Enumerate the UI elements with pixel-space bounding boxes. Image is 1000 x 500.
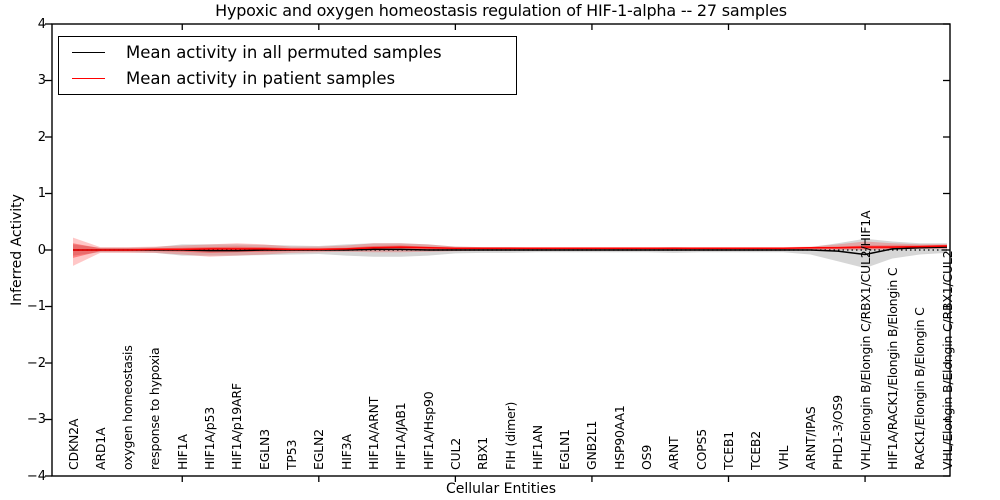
x-category-label: COPS5 bbox=[693, 429, 709, 470]
y-tick-label: −1 bbox=[26, 299, 46, 314]
y-tick-label: −3 bbox=[26, 412, 46, 427]
x-category-label: oxygen homeostasis bbox=[120, 345, 136, 470]
x-category-label: VHL/Elongin B/Elongin C/RBX1/CUL2 bbox=[939, 250, 955, 470]
y-tick-label: −2 bbox=[26, 355, 46, 371]
patient-samples-range-band bbox=[73, 237, 947, 266]
x-category-label: TP53 bbox=[284, 439, 299, 470]
x-category-label: HIF1A bbox=[174, 434, 190, 470]
x-category-label: EGLN2 bbox=[311, 429, 327, 470]
y-tick-label: 4 bbox=[37, 16, 46, 32]
legend-label: Mean activity in all permuted samples bbox=[126, 43, 442, 63]
y-tick-label: −4 bbox=[26, 468, 46, 484]
patient-mean-line bbox=[73, 245, 948, 251]
x-category-label: HIF1AN bbox=[529, 425, 545, 470]
x-category-label: ARNT/IPAS bbox=[802, 406, 818, 470]
x-category-label: CUL2 bbox=[447, 438, 463, 470]
y-tick-label: 3 bbox=[37, 73, 46, 88]
x-category-label: VHL bbox=[775, 445, 791, 470]
legend-entry-permuted: Mean activity in all permuted samples bbox=[72, 41, 516, 65]
x-category-label: HIF1A/p19ARF bbox=[229, 383, 245, 470]
x-category-label: PHD1-3/OS9 bbox=[830, 395, 846, 470]
x-category-label: HIF1A/ARNT bbox=[365, 396, 381, 470]
x-category-label: ARD1A bbox=[92, 427, 108, 470]
legend: Mean activity in all permuted samples Me… bbox=[58, 36, 517, 95]
x-category-label: HIF3A bbox=[338, 434, 354, 470]
legend-label: Mean activity in patient samples bbox=[126, 68, 396, 88]
x-category-label: HIF1A/p53 bbox=[202, 406, 218, 470]
x-category-label: VHL/Elongin B/Elongin C/RBX1/CUL2/HIF1A bbox=[857, 210, 873, 470]
x-category-label: response to hypoxia bbox=[147, 347, 163, 470]
x-category-label: GNB2L1 bbox=[584, 420, 600, 470]
x-category-label: EGLN1 bbox=[557, 429, 573, 470]
permuted-mean-line bbox=[73, 246, 948, 256]
x-category-label: HIF1A/JAB1 bbox=[393, 402, 409, 470]
x-category-label: EGLN3 bbox=[256, 429, 272, 470]
x-category-label: RACK1/Elongin B/Elongin C bbox=[912, 307, 928, 470]
x-category-label: TCEB2 bbox=[748, 430, 764, 470]
x-category-label: TCEB1 bbox=[721, 430, 736, 470]
black-line-swatch-icon bbox=[72, 52, 105, 54]
y-tick-label: 1 bbox=[37, 186, 46, 201]
x-category-label: FIH (dimer) bbox=[502, 401, 518, 470]
x-category-label: OS9 bbox=[639, 444, 655, 470]
x-category-label: HIF1A/Hsp90 bbox=[420, 391, 436, 470]
chart-title: Hypoxic and oxygen homeostasis regulatio… bbox=[215, 1, 787, 20]
y-tick-label: 0 bbox=[37, 242, 46, 258]
x-category-label: RBX1 bbox=[475, 437, 491, 470]
x-category-label: HIF1A/RACK1/Elongin B/Elongin C bbox=[884, 267, 900, 470]
x-category-label: HSP90AA1 bbox=[611, 405, 627, 470]
x-axis-label: Cellular Entities bbox=[445, 481, 557, 497]
x-category-label: CDKN2A bbox=[65, 418, 81, 470]
y-tick-label: 2 bbox=[37, 129, 46, 145]
red-line-swatch-icon bbox=[72, 77, 105, 79]
x-category-label: ARNT bbox=[666, 436, 682, 470]
legend-entry-patient: Mean activity in patient samples bbox=[72, 66, 516, 90]
permuted-samples-range-band bbox=[73, 238, 947, 269]
